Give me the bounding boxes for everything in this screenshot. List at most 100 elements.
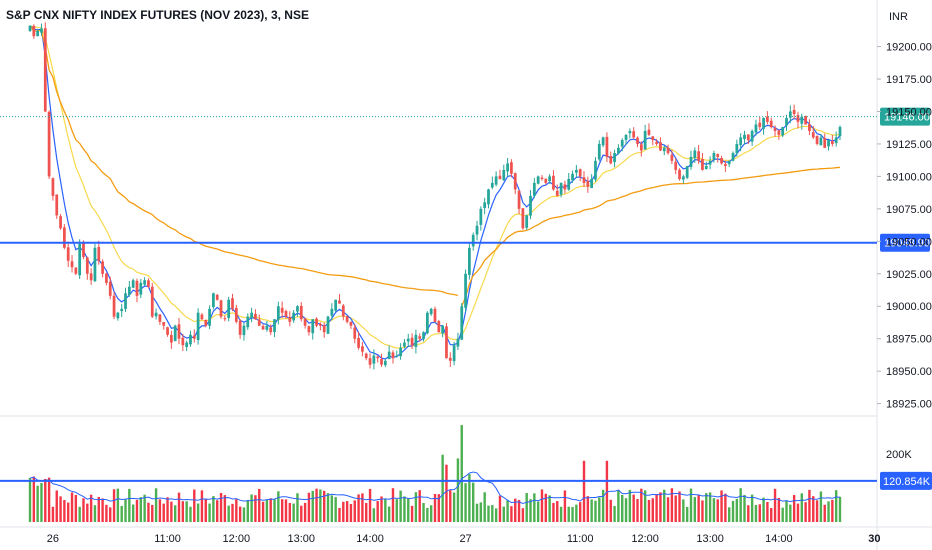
candle-body [311, 319, 315, 334]
volume-bar [563, 490, 567, 522]
volume-bar [796, 503, 800, 522]
volume-bar [173, 505, 177, 522]
candle-body [651, 136, 655, 141]
volume-bar [40, 483, 43, 522]
candle-body [189, 334, 192, 345]
candle-body [808, 124, 811, 131]
candle-body [792, 109, 796, 115]
candle-body [578, 169, 582, 177]
volume-bar [773, 488, 777, 522]
volume-bar [663, 489, 666, 522]
candle-body [116, 312, 120, 319]
volume-bar [647, 499, 651, 522]
candle-body [97, 246, 101, 261]
candle-body [353, 327, 357, 339]
volume-bar [238, 506, 242, 522]
volume-bar [246, 499, 249, 522]
volume-bar [326, 493, 330, 522]
candle-body [441, 325, 445, 334]
candle-body [105, 273, 108, 283]
candle-body [521, 208, 525, 229]
volume-bar [689, 488, 693, 522]
volume-bar [758, 504, 761, 522]
candle-body [391, 352, 395, 359]
candle-body [693, 150, 697, 159]
volume-bar [391, 488, 395, 522]
volume-bar [724, 493, 727, 522]
candle-body [242, 325, 246, 336]
candle-body [811, 132, 815, 138]
volume-bar [112, 489, 116, 522]
volume-bar [410, 505, 414, 522]
volume-bar [135, 499, 139, 522]
candle-body [215, 294, 219, 300]
candle-body [471, 234, 475, 247]
candle-body [643, 130, 647, 150]
candle-body [632, 131, 636, 138]
currency-label[interactable]: INR [889, 11, 908, 23]
volume-bar [766, 501, 769, 522]
volume-bar [838, 496, 842, 522]
volume-bar [682, 499, 685, 522]
volume-bar [32, 476, 36, 522]
volume-bar [380, 496, 383, 522]
volume-bar [628, 489, 632, 522]
x-tick-label: 13:00 [696, 533, 724, 545]
candle-body [697, 151, 701, 161]
candle-body [139, 282, 143, 295]
volume-bar [777, 497, 781, 522]
volume-bar [716, 499, 719, 522]
candle-body [269, 327, 273, 333]
candle-body [93, 247, 97, 282]
y-tick-label: 19000.00 [886, 301, 932, 313]
candle-body [410, 337, 414, 346]
candle-body [525, 215, 529, 228]
candle-body [101, 261, 104, 274]
candle-body [85, 257, 89, 274]
candle-body [720, 158, 723, 164]
volume-bar [296, 493, 299, 522]
candle-body [460, 306, 464, 340]
volume-bar [101, 498, 104, 522]
volume-bar [82, 498, 85, 522]
volume-bar [154, 488, 158, 522]
volume-bar [177, 492, 181, 522]
candle-body [51, 178, 55, 196]
volume-bar [284, 499, 288, 522]
candle-body [674, 161, 678, 170]
volume-bar [403, 496, 406, 522]
candle-body [529, 195, 532, 216]
volume-bar [540, 489, 544, 522]
volume-bar [28, 477, 32, 522]
volume-bar [609, 499, 612, 522]
volume-bar [93, 505, 97, 522]
x-tick-label: 11:00 [154, 533, 181, 545]
candle-body [70, 261, 74, 268]
volume-bar [437, 494, 441, 522]
candle-body [590, 178, 594, 189]
candle-body [552, 175, 555, 190]
y-tick-label: 19150.00 [886, 106, 932, 118]
volume-bar [708, 492, 712, 522]
candle-body [425, 312, 429, 334]
volume-bar [128, 488, 131, 522]
chart-title: S&P CNX NIFTY INDEX FUTURES (NOV 2023), … [6, 8, 309, 22]
candle-body [739, 137, 743, 146]
volume-bar [659, 492, 662, 522]
volume-bar [598, 497, 601, 522]
candle-body [636, 137, 639, 144]
volume-bar [242, 507, 246, 522]
volume-bar [666, 497, 670, 522]
candle-body [559, 182, 563, 195]
y-tick-label: 19125.00 [886, 139, 932, 151]
candle-body [532, 182, 536, 196]
candle-body [487, 189, 490, 205]
volume-bar [429, 505, 433, 522]
x-tick-label: 27 [459, 533, 471, 545]
volume-bar [552, 502, 555, 522]
volume-bar [433, 493, 437, 522]
volume-bar [78, 506, 81, 522]
volume-bar [322, 490, 326, 522]
volume-bar [387, 506, 391, 522]
volume-bar [743, 494, 746, 522]
